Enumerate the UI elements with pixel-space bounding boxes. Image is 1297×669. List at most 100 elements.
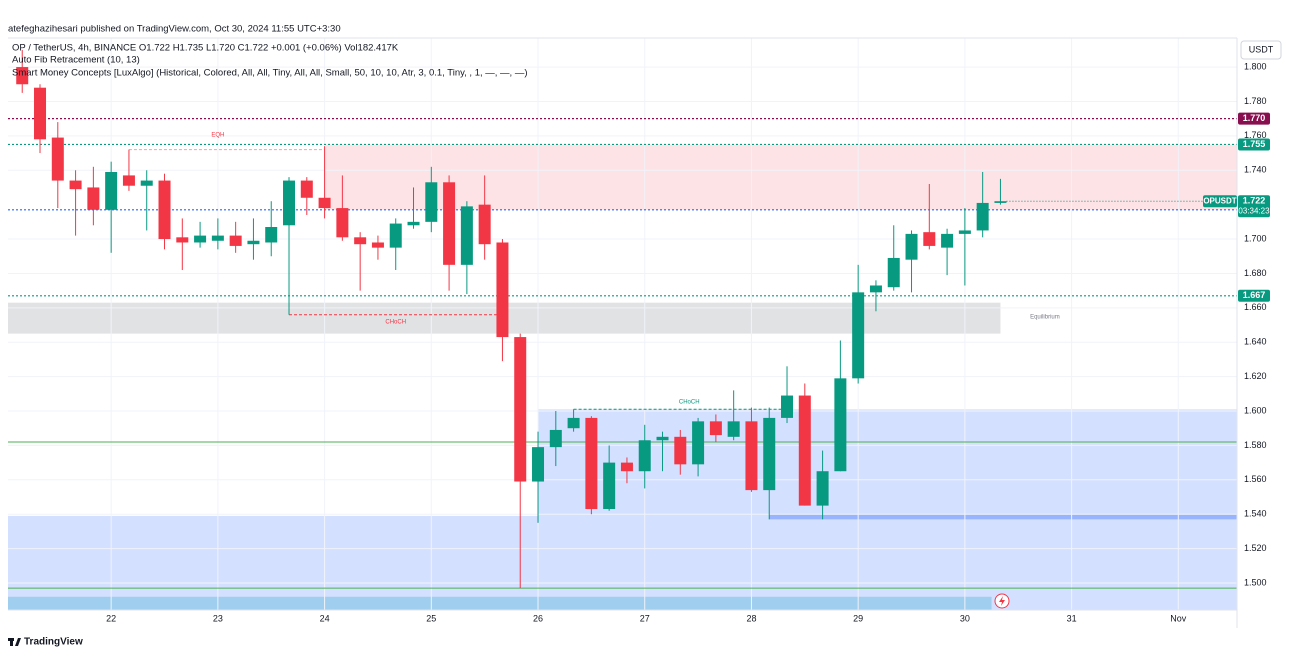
candle-body <box>176 237 189 243</box>
y-tick-label: 1.520 <box>1244 543 1267 553</box>
candle-body <box>798 395 811 506</box>
x-tick-label: 30 <box>960 613 970 623</box>
candle-body <box>443 182 456 265</box>
annotation: EQH <box>211 133 224 139</box>
currency-button[interactable] <box>1240 40 1282 60</box>
x-tick-label: 22 <box>106 613 116 623</box>
y-tick-label: 1.560 <box>1244 474 1267 484</box>
candle-body <box>336 208 349 238</box>
candle-body <box>34 87 47 140</box>
candle-body <box>816 471 829 506</box>
y-tick-label: 1.760 <box>1244 130 1267 140</box>
y-tick-label: 1.600 <box>1244 405 1267 415</box>
zone <box>538 409 1237 516</box>
zone <box>324 144 1238 210</box>
candle-body <box>869 285 882 293</box>
candle-body <box>229 235 242 246</box>
candle-body <box>211 235 224 241</box>
candle-body <box>158 180 171 240</box>
logo <box>8 638 21 646</box>
candle-body <box>638 440 651 472</box>
price-label-bg <box>1238 112 1270 125</box>
candle-body <box>603 462 616 510</box>
y-tick-label: 1.680 <box>1244 268 1267 278</box>
x-tick-label: 27 <box>640 613 650 623</box>
last-price-bg <box>1238 195 1270 218</box>
legend-line: OP / TetherUS, 4h, BINANCE O1.722 H1.735… <box>12 43 399 54</box>
y-tick-label: 1.640 <box>1244 337 1267 347</box>
candle-body <box>727 421 740 437</box>
candle-body <box>514 337 527 482</box>
x-tick-label: 24 <box>320 613 330 623</box>
candle-body <box>496 242 509 338</box>
currency[interactable]: USDT <box>1249 44 1274 54</box>
y-tick-label: 1.780 <box>1244 96 1267 106</box>
candle-body <box>852 292 865 379</box>
price-label: 1.755 <box>1243 139 1266 149</box>
candle-body <box>69 180 82 190</box>
candle-body <box>478 204 491 245</box>
candle-body <box>567 417 580 429</box>
candle-body <box>781 395 794 418</box>
symbol-label-bg <box>1203 195 1237 208</box>
candle-body <box>51 137 64 181</box>
candle-body <box>994 201 1007 203</box>
zone <box>8 596 992 610</box>
brand: TradingView <box>24 637 83 648</box>
candle-body <box>923 232 936 246</box>
candle-body <box>976 202 989 231</box>
y-tick-label: 1.800 <box>1244 61 1267 71</box>
candle-body <box>122 175 135 186</box>
legend-line: Smart Money Concepts [LuxAlgo] (Historic… <box>12 68 528 79</box>
candle-body <box>389 223 402 248</box>
candle-body <box>905 233 918 260</box>
y-tick-label: 1.660 <box>1244 302 1267 312</box>
candle-body <box>247 240 260 245</box>
candle-body <box>532 447 545 482</box>
candle-body <box>194 235 207 243</box>
candle-body <box>318 197 331 209</box>
y-tick-label: 1.620 <box>1244 371 1267 381</box>
annotation: CHoCH <box>679 400 700 406</box>
publisher: atefeghazihesari published on TradingVie… <box>8 24 341 35</box>
price-label: 1.770 <box>1243 113 1266 123</box>
price-label-bg <box>1238 289 1270 302</box>
candle-body <box>834 378 847 472</box>
event-bolt <box>999 596 1005 606</box>
y-tick-label: 1.740 <box>1244 165 1267 175</box>
price-axis-bg <box>1237 38 1297 628</box>
y-tick-label: 1.540 <box>1244 509 1267 519</box>
x-tick-label: Nov <box>1170 613 1187 623</box>
price-label: 1.667 <box>1243 290 1266 300</box>
price-label-bg <box>1238 138 1270 151</box>
candle-body <box>371 242 384 248</box>
legend-line: Auto Fib Retracement (10, 13) <box>12 55 140 66</box>
candle-body <box>300 180 313 198</box>
y-tick-label: 1.580 <box>1244 440 1267 450</box>
candle-body <box>656 436 669 441</box>
candle-body <box>692 421 705 465</box>
annotation: CHoCH <box>385 320 406 326</box>
candle-body <box>745 421 758 491</box>
last-price: 1.722 <box>1243 196 1266 206</box>
candle-body <box>105 171 118 210</box>
candle-body <box>674 436 687 465</box>
candle-body <box>265 227 278 243</box>
x-tick-label: 25 <box>426 613 436 623</box>
candle-body <box>763 417 776 491</box>
zone <box>769 514 1237 520</box>
candle-body <box>407 221 420 226</box>
candle-body <box>709 421 722 436</box>
annotation: Equilibrium <box>1030 315 1060 321</box>
x-tick-label: 31 <box>1067 613 1077 623</box>
y-tick-label: 1.700 <box>1244 233 1267 243</box>
x-tick-label: 26 <box>533 613 543 623</box>
y-tick-label: 1.500 <box>1244 577 1267 587</box>
candle-body <box>460 206 473 265</box>
x-tick-label: 29 <box>853 613 863 623</box>
candle-body <box>887 257 900 288</box>
candle-body <box>140 180 153 186</box>
symbol-label: OPUSDT <box>1203 196 1236 205</box>
candle-body <box>941 233 954 248</box>
